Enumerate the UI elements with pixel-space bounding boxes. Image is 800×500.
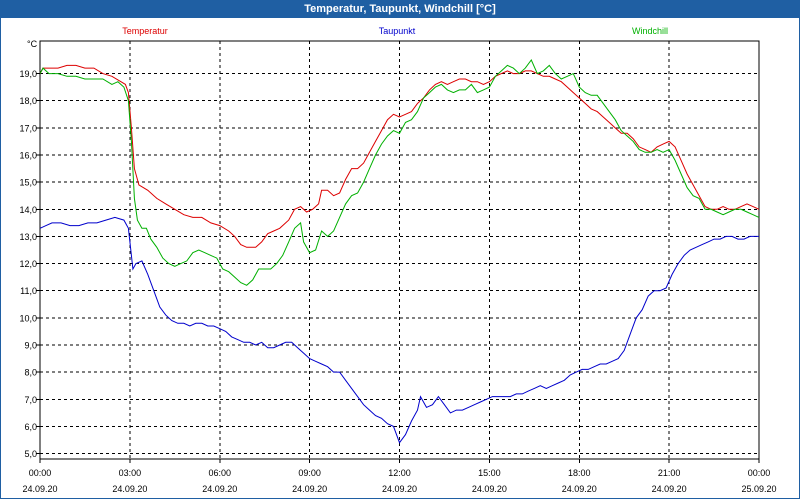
series-layer	[39, 59, 760, 444]
x-tick-time-label: 12:00	[388, 468, 411, 478]
y-tick-label: 7,0	[24, 395, 37, 405]
series-line-windchill	[39, 59, 760, 286]
y-tick-label: 5,0	[24, 449, 37, 459]
y-tick-label: 16,0	[19, 151, 37, 161]
x-tick-time-label: 21:00	[658, 468, 681, 478]
legend-layer: Temperatur Taupunkt Windchill	[122, 26, 668, 36]
y-tick-label: 19,0	[19, 69, 37, 79]
y-tick-label: 14,0	[19, 205, 37, 215]
grid-layer	[39, 41, 760, 459]
x-tick-date-label: 24.09.20	[382, 484, 417, 494]
x-tick-date-label: 24.09.20	[112, 484, 147, 494]
axis-layer: 5,0 6,0 7,0 8,0 9,0 10,0 11,0 12,0 13,0 14,0 15,0 1…	[19, 39, 776, 494]
chart-title: Temperatur, Taupunkt, Windchill [°C]	[0, 0, 800, 18]
x-tick-time-label: 00:00	[748, 468, 771, 478]
y-tick-label: 10,0	[19, 313, 37, 323]
x-tick-date-label: 24.09.20	[562, 484, 597, 494]
y-tick-label: 13,0	[19, 232, 37, 242]
y-tick-label: 12,0	[19, 259, 37, 269]
series-line-taupunkt	[39, 216, 759, 444]
x-tick-time-label: 06:00	[208, 468, 231, 478]
x-tick-date-label: 24.09.20	[292, 484, 327, 494]
x-tick-time-label: 15:00	[478, 468, 501, 478]
series-line-temperatur	[39, 64, 760, 248]
x-tick-time-label: 09:00	[298, 468, 321, 478]
y-axis-unit: °C	[27, 39, 38, 49]
x-tick-time-label: 03:00	[119, 468, 142, 478]
y-tick-label: 6,0	[24, 422, 37, 432]
y-tick-label: 18,0	[19, 96, 37, 106]
x-tick-time-label: 00:00	[29, 468, 52, 478]
x-tick-date-label: 24.09.20	[202, 484, 237, 494]
x-tick-date-label: 24.09.20	[652, 484, 687, 494]
legend-entry-taupunkt: Taupunkt	[379, 26, 416, 36]
y-tick-label: 11,0	[20, 286, 37, 296]
x-tick-date-label: 24.09.20	[22, 484, 57, 494]
x-tick-time-label: 18:00	[568, 468, 591, 478]
y-tick-label: 15,0	[19, 178, 37, 188]
legend-entry-windchill: Windchill	[632, 26, 668, 36]
y-tick-label: 9,0	[24, 341, 37, 351]
x-tick-date-label: 25.09.20	[741, 484, 776, 494]
y-tick-label: 17,0	[19, 123, 37, 133]
legend-entry-temperatur: Temperatur	[122, 26, 168, 36]
y-tick-label: 8,0	[24, 368, 37, 378]
x-tick-date-label: 24.09.20	[472, 484, 507, 494]
